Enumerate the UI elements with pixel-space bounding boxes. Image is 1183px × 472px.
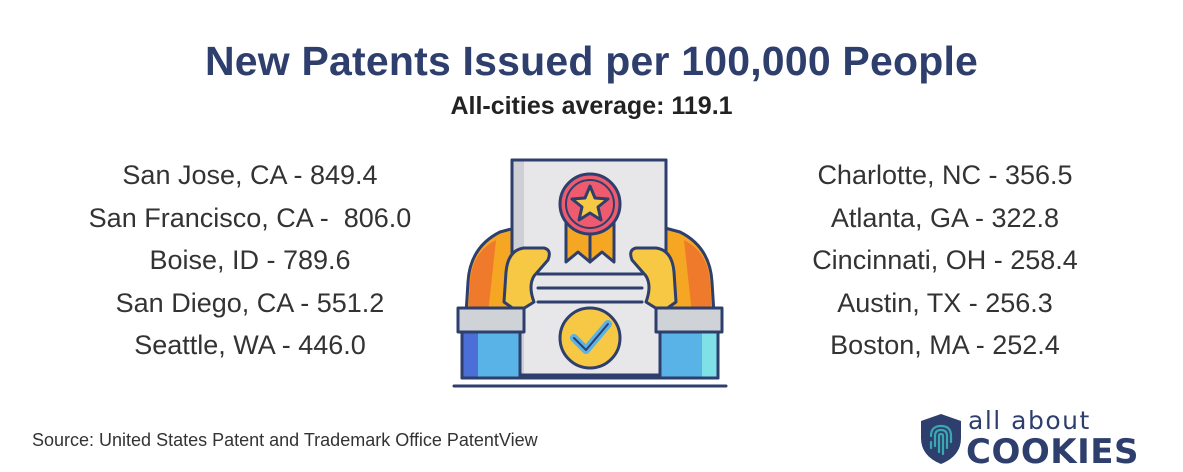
- certificate-award-icon: [452, 158, 728, 388]
- city-entry: Boston, MA - 252.4: [830, 330, 1060, 360]
- city-entry: Charlotte, NC - 356.5: [817, 160, 1073, 190]
- city-entry: San Jose, CA - 849.4: [122, 160, 378, 190]
- right-city-list: Charlotte, NC - 356.5 Atlanta, GA - 322.…: [745, 154, 1145, 367]
- city-entry: San Diego, CA - 551.2: [115, 287, 385, 318]
- page-title: New Patents Issued per 100,000 People: [204, 38, 979, 84]
- city-entry: Boise, ID - 789.6: [149, 245, 351, 275]
- left-city-list: San Jose, CA - 849.4 San Francisco, CA -…: [50, 154, 450, 367]
- source-note: Source: United States Patent and Tradema…: [32, 430, 538, 450]
- city-entry: San Francisco, CA - 806.0: [88, 202, 412, 233]
- city-entry: Cincinnati, OH - 258.4: [812, 245, 1078, 275]
- page-subtitle: All-cities average: 119.1: [450, 92, 733, 120]
- city-entry: Seattle, WA - 446.0: [134, 330, 366, 360]
- logo-text-top: all about: [968, 406, 1091, 435]
- city-entry: Atlanta, GA - 322.8: [830, 202, 1060, 233]
- fingerprint-shield-icon: [921, 414, 961, 464]
- city-entry: Austin, TX - 256.3: [837, 287, 1053, 318]
- logo-text-bottom: COOKIES: [966, 432, 1139, 472]
- brand-logo: all about COOKIES: [915, 406, 1138, 472]
